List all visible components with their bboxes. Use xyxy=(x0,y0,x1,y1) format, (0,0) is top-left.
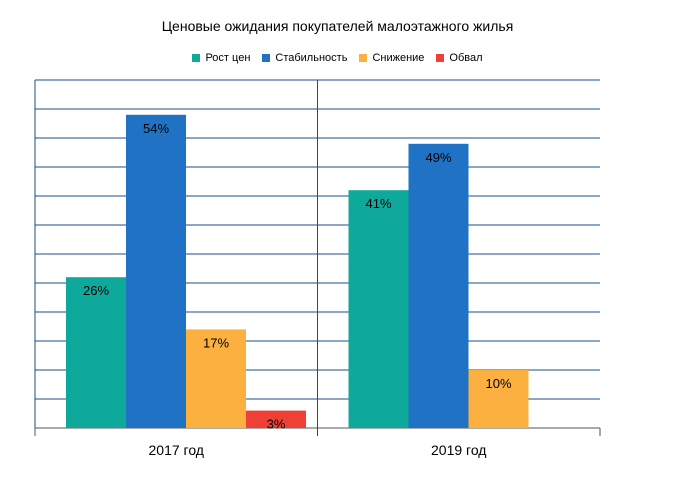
legend-label-stabilnost: Стабильность xyxy=(275,52,348,64)
legend-swatch-obval xyxy=(436,54,445,62)
bar-3-2 xyxy=(468,370,529,428)
legend-item-rost: Рост цен xyxy=(192,52,250,64)
bar-1-2 xyxy=(348,190,409,428)
bar-1-1 xyxy=(66,277,126,428)
legend-swatch-stabilnost xyxy=(262,54,271,62)
data-label: 17% xyxy=(203,335,229,350)
legend-item-obval: Обвал xyxy=(436,52,483,64)
data-label: 49% xyxy=(425,150,451,165)
bar-3-1 xyxy=(186,329,246,428)
data-label: 41% xyxy=(365,196,391,211)
data-label: 3% xyxy=(267,417,286,432)
legend-label-rost: Рост цен xyxy=(205,52,251,64)
bar-2-1 xyxy=(126,114,186,429)
category-label: 2017 год xyxy=(149,442,204,458)
legend-item-snizhenie: Снижение xyxy=(359,52,424,64)
legend-label-snizhenie: Снижение xyxy=(372,52,425,64)
bar-2-2 xyxy=(408,143,469,429)
legend-swatch-rost xyxy=(192,54,201,62)
chart-title: Ценовые ожидания покупателей малоэтажног… xyxy=(161,18,514,34)
data-label: 54% xyxy=(143,121,169,136)
legend-swatch-snizhenie xyxy=(359,54,368,62)
data-label: 10% xyxy=(485,376,511,391)
legend-label-obval: Обвал xyxy=(449,52,483,64)
legend: Рост цен Стабильность Снижение Обвал xyxy=(0,52,675,64)
bar-4-1 xyxy=(246,410,306,428)
legend-item-stabilnost: Стабильность xyxy=(262,52,347,64)
data-label: 26% xyxy=(83,283,109,298)
category-label: 2019 год xyxy=(431,442,486,458)
